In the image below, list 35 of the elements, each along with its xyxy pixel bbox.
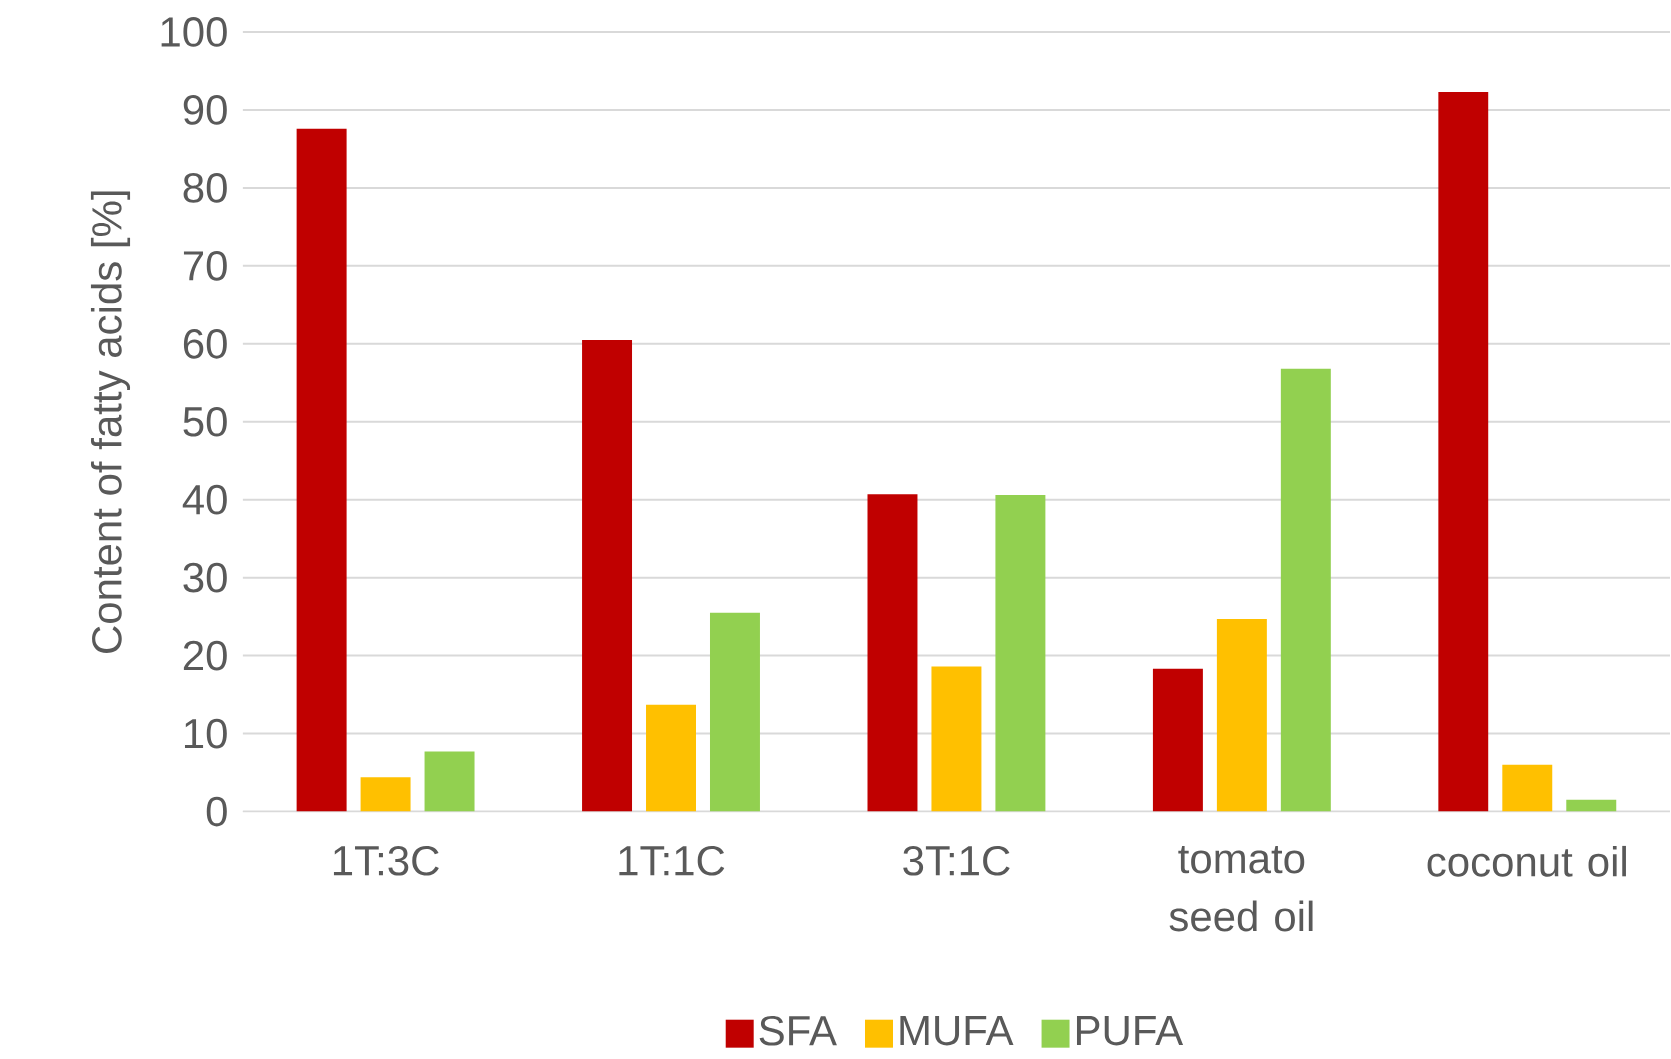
y-tick-label: 30 — [183, 562, 227, 593]
legend-label: PUFA — [1076, 1015, 1184, 1046]
bar — [360, 776, 411, 812]
x-tick-label: 3T:1C — [903, 845, 1010, 876]
y-tick-label: 100 — [161, 16, 227, 47]
bar — [424, 751, 475, 812]
bar — [646, 704, 696, 812]
x-tick-label: 1T:3C — [333, 845, 439, 876]
bar — [296, 128, 347, 812]
y-tick-label: 90 — [183, 94, 227, 125]
bar — [709, 612, 760, 812]
y-tick-label: 60 — [183, 328, 227, 359]
y-tick-label: 70 — [183, 250, 227, 281]
bar — [1502, 764, 1553, 812]
bar — [1566, 799, 1617, 812]
y-axis-title: Content of fatty acids [%] — [90, 191, 131, 653]
bar — [1216, 618, 1267, 812]
bar — [867, 494, 918, 812]
bar — [1438, 91, 1489, 812]
bar — [931, 666, 982, 812]
y-tick-label: 0 — [206, 796, 227, 827]
bar — [582, 339, 633, 812]
x-tick-label: 1T:1C — [619, 845, 725, 876]
legend-label: SFA — [759, 1015, 837, 1046]
x-tick-label: coconut oil — [1427, 845, 1626, 877]
bar — [1280, 368, 1331, 812]
bar — [1152, 668, 1203, 812]
y-tick-label: 50 — [183, 406, 227, 437]
legend-label: MUFA — [900, 1015, 1014, 1046]
y-tick-label: 80 — [183, 172, 227, 203]
bar — [995, 494, 1046, 812]
y-tick-label: 10 — [184, 718, 227, 749]
y-tick-label: 20 — [183, 640, 227, 671]
x-tick-label: tomato seed oil — [1169, 845, 1313, 932]
y-tick-label: 40 — [182, 484, 227, 515]
